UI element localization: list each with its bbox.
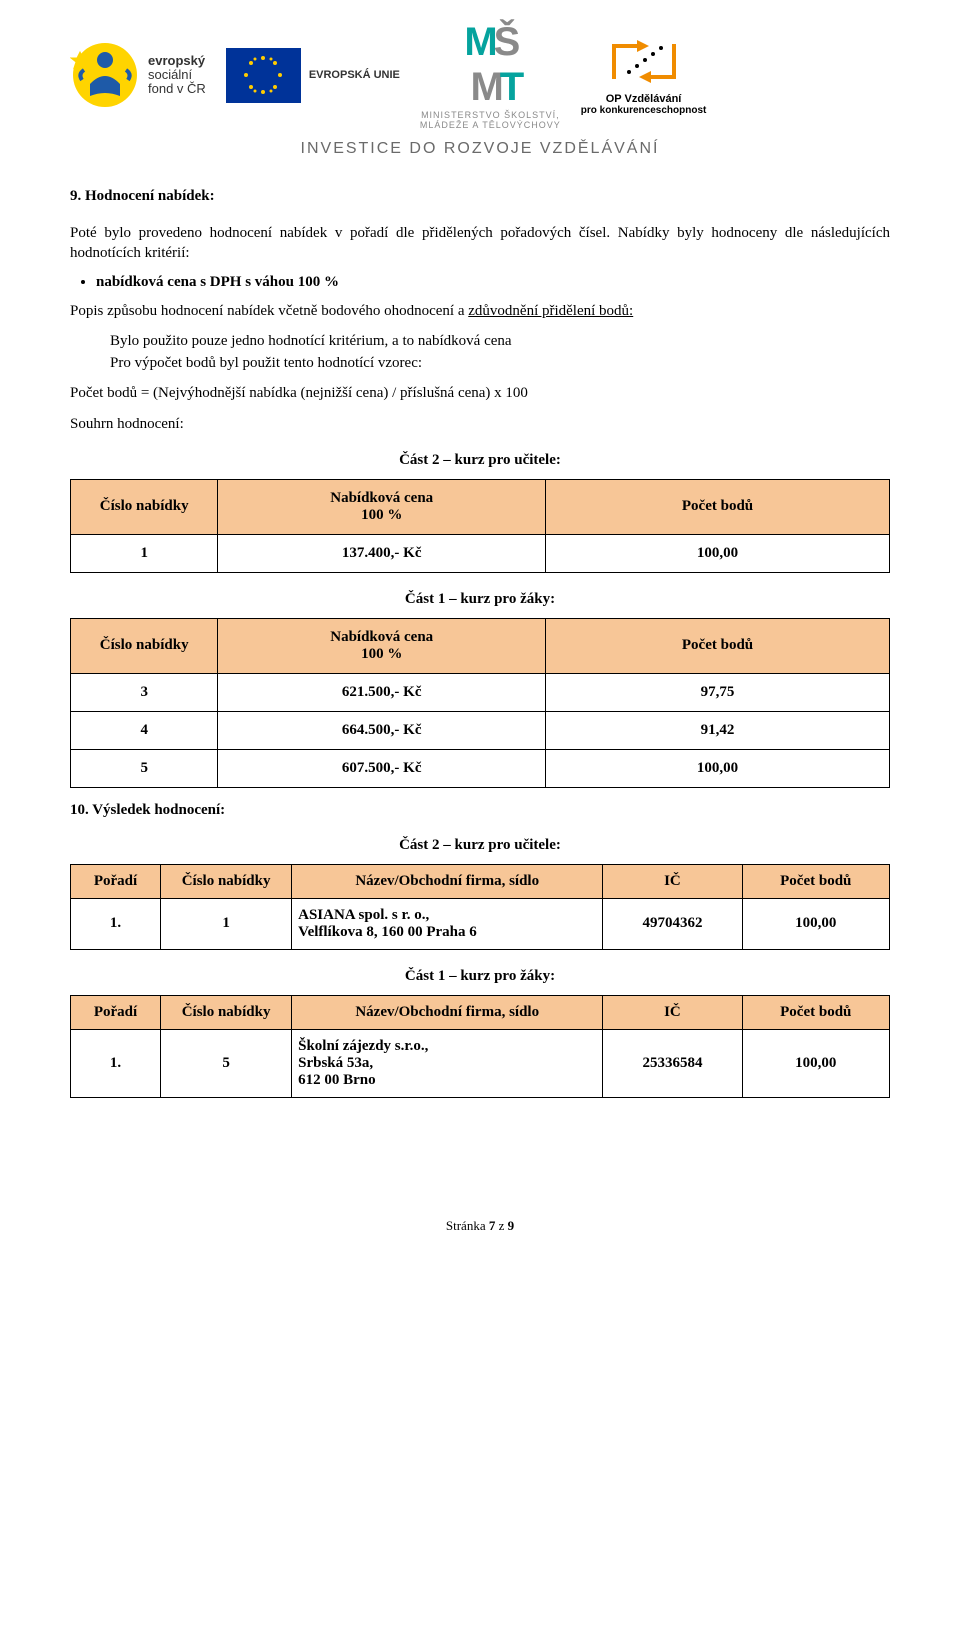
rh2-c1: Pořadí — [71, 995, 161, 1029]
opvk-arrow-icon — [609, 34, 679, 89]
ta-h3: Počet bodů — [546, 479, 890, 534]
ta-r0-price: 137.400,- Kč — [218, 534, 546, 572]
table-row: 1 137.400,- Kč 100,00 — [71, 534, 890, 572]
esf-logo-block: evropský sociální fond v ČR — [70, 40, 206, 110]
tb-r2-num: 5 — [71, 749, 218, 787]
esf-line3: fond v ČR — [148, 82, 206, 96]
rh2-c4: IČ — [603, 995, 742, 1029]
rh-c2: Číslo nabídky — [161, 864, 292, 898]
ta-r0-num: 1 — [71, 534, 218, 572]
rp2-r0-name: ASIANA spol. s r. o., Velflíkova 8, 160 … — [292, 898, 603, 949]
rh2-c5: Počet bodů — [742, 995, 889, 1029]
rh-c1: Pořadí — [71, 864, 161, 898]
rp1-r0-nl3: 612 00 Brno — [298, 1072, 376, 1088]
logo-strip: evropský sociální fond v ČR EVROPSKÁ UNI… — [70, 20, 890, 130]
section9-heading: 9. Hodnocení nabídek: — [70, 188, 890, 205]
indent-line1: Bylo použito pouze jedno hodnotící krité… — [110, 331, 890, 351]
tb-r0-num: 3 — [71, 673, 218, 711]
section9-p2: Popis způsobu hodnocení nabídek včetně b… — [70, 301, 890, 321]
table-row: 3 621.500,- Kč 97,75 — [71, 673, 890, 711]
tb-h2-l2: 100 % — [361, 646, 402, 662]
results-part2-table: Pořadí Číslo nabídky Název/Obchodní firm… — [70, 864, 890, 950]
ta-h2: Nabídková cena 100 % — [218, 479, 546, 534]
tb-r2-points: 100,00 — [546, 749, 890, 787]
ta-h1: Číslo nabídky — [71, 479, 218, 534]
section9-p1: Poté bylo provedeno hodnocení nabídek v … — [70, 223, 890, 264]
criteria-list: nabídková cena s DPH s váhou 100 % — [96, 274, 890, 291]
opvk-block: OP Vzdělávání pro konkurenceschopnost — [581, 34, 707, 116]
esf-line1: evropský — [148, 54, 206, 68]
rp2-r0-nl1: ASIANA spol. s r. o., — [298, 907, 429, 923]
footer-total: 9 — [508, 1218, 515, 1233]
p2-underline: zdůvodnění přidělení bodů: — [468, 303, 633, 319]
tb-r1-points: 91,42 — [546, 711, 890, 749]
table-row: 1. 5 Školní zájezdy s.r.o., Srbská 53a, … — [71, 1029, 890, 1097]
rh-c5: Počet bodů — [742, 864, 889, 898]
tb-h1: Číslo nabídky — [71, 618, 218, 673]
esf-text: evropský sociální fond v ČR — [148, 54, 206, 97]
esf-line2: sociální — [148, 68, 206, 82]
results-part1-table: Pořadí Číslo nabídky Název/Obchodní firm… — [70, 995, 890, 1098]
msmt-line1: MINISTERSTVO ŠKOLSTVÍ, — [420, 110, 561, 120]
tb-r0-points: 97,75 — [546, 673, 890, 711]
rp1-r0-rank: 1. — [71, 1029, 161, 1097]
part1-title-1: Část 1 – kurz pro žáky: — [70, 591, 890, 608]
tb-h3: Počet bodů — [546, 618, 890, 673]
part2-title-1: Část 2 – kurz pro učitele: — [70, 452, 890, 469]
msmt-block: MŠ MT MINISTERSTVO ŠKOLSTVÍ, MLÁDEŽE A T… — [420, 20, 561, 130]
eu-logo-block: EVROPSKÁ UNIE — [226, 48, 400, 103]
rp1-r0-nl2: Srbská 53a, — [298, 1055, 373, 1071]
part1-title-2: Část 1 – kurz pro žáky: — [70, 968, 890, 985]
part2-title-2: Část 2 – kurz pro učitele: — [70, 837, 890, 854]
table-row: 5 607.500,- Kč 100,00 — [71, 749, 890, 787]
ta-h2-l2: 100 % — [361, 507, 402, 523]
criteria-bullet-text: nabídková cena s DPH s váhou 100 % — [96, 274, 339, 290]
rp1-r0-num: 5 — [161, 1029, 292, 1097]
msmt-logo-icon: MŠ MT — [420, 20, 561, 110]
rh-c3: Název/Obchodní firma, sídlo — [292, 864, 603, 898]
indent-line2: Pro výpočet bodů byl použit tento hodnot… — [110, 353, 890, 373]
rp1-r0-ic: 25336584 — [603, 1029, 742, 1097]
msmt-line2: MLÁDEŽE A TĚLOVÝCHOVY — [420, 120, 561, 130]
tb-h2: Nabídková cena 100 % — [218, 618, 546, 673]
page-footer: Stránka 7 z 9 — [70, 1218, 890, 1234]
footer-prefix: Stránka — [446, 1218, 489, 1233]
tb-r2-price: 607.500,- Kč — [218, 749, 546, 787]
tb-h2-l1: Nabídková cena — [330, 629, 433, 645]
ta-r0-points: 100,00 — [546, 534, 890, 572]
tb-r1-price: 664.500,- Kč — [218, 711, 546, 749]
rp2-r0-num: 1 — [161, 898, 292, 949]
opvk-sub: pro konkurenceschopnost — [581, 105, 707, 116]
tb-r1-num: 4 — [71, 711, 218, 749]
table-part1-bids: Číslo nabídky Nabídková cena 100 % Počet… — [70, 618, 890, 788]
rp2-r0-points: 100,00 — [742, 898, 889, 949]
table-row: 1. 1 ASIANA spol. s r. o., Velflíkova 8,… — [71, 898, 890, 949]
rh-c4: IČ — [603, 864, 742, 898]
p2-part1: Popis způsobu hodnocení nabídek včetně b… — [70, 303, 468, 319]
rp1-r0-points: 100,00 — [742, 1029, 889, 1097]
table-row: 4 664.500,- Kč 91,42 — [71, 711, 890, 749]
rp1-r0-nl1: Školní zájezdy s.r.o., — [298, 1038, 428, 1054]
summary-label: Souhrn hodnocení: — [70, 414, 890, 434]
rp1-r0-name: Školní zájezdy s.r.o., Srbská 53a, 612 0… — [292, 1029, 603, 1097]
rp2-r0-ic: 49704362 — [603, 898, 742, 949]
footer-mid: z — [495, 1218, 507, 1233]
invest-banner: INVESTICE DO ROZVOJE VZDĚLÁVÁNÍ — [70, 140, 890, 158]
table-part2-bids: Číslo nabídky Nabídková cena 100 % Počet… — [70, 479, 890, 573]
eu-flag-icon — [226, 48, 301, 103]
formula: Počet bodů = (Nejvýhodnější nabídka (nej… — [70, 383, 890, 403]
rp2-r0-rank: 1. — [71, 898, 161, 949]
ta-h2-l1: Nabídková cena — [330, 490, 433, 506]
tb-r0-price: 621.500,- Kč — [218, 673, 546, 711]
rh2-c2: Číslo nabídky — [161, 995, 292, 1029]
section10-heading: 10. Výsledek hodnocení: — [70, 802, 890, 819]
esf-person-icon — [70, 40, 140, 110]
eu-label: EVROPSKÁ UNIE — [309, 69, 400, 81]
rp2-r0-nl2: Velflíkova 8, 160 00 Praha 6 — [298, 924, 477, 940]
criteria-bullet: nabídková cena s DPH s váhou 100 % — [96, 274, 890, 291]
rh2-c3: Název/Obchodní firma, sídlo — [292, 995, 603, 1029]
opvk-title: OP Vzdělávání — [581, 93, 707, 105]
